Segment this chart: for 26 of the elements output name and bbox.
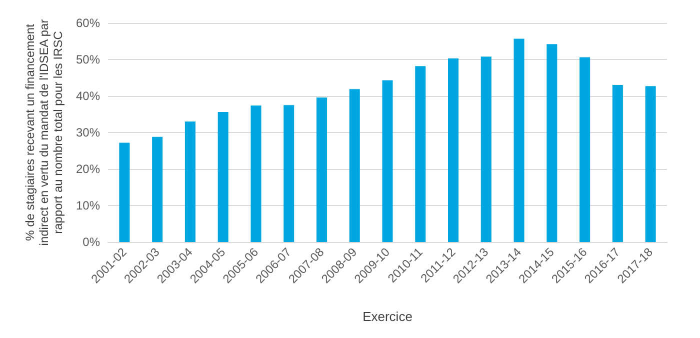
bar [250,105,262,242]
x-axis-title: Exercice [362,309,412,324]
bar [284,105,294,242]
y-tick-label: 30% [76,126,100,140]
bar [546,44,558,242]
bar [612,85,623,242]
bar [119,142,130,242]
bar [480,56,492,242]
bar [316,97,327,242]
bar [580,57,590,242]
bar [645,86,656,242]
bar [415,66,426,242]
bar [152,136,163,242]
bar [448,58,459,242]
y-tick-label: 60% [76,16,100,30]
bar [514,38,524,242]
bar [349,89,360,242]
y-tick-label: 10% [76,198,100,212]
y-tick-label: 0% [82,235,100,249]
bar [184,122,196,242]
y-tick-label: 40% [76,89,100,103]
bar [382,80,393,242]
y-tick-label: 50% [76,52,100,66]
bar [218,112,228,242]
y-tick-label: 20% [76,162,100,176]
y-axis-title: % de stagiaires recevant un financement indirect en vertu du mandat de l'IDSEA par rapport au nombre total pour les IRSC [23,19,66,246]
